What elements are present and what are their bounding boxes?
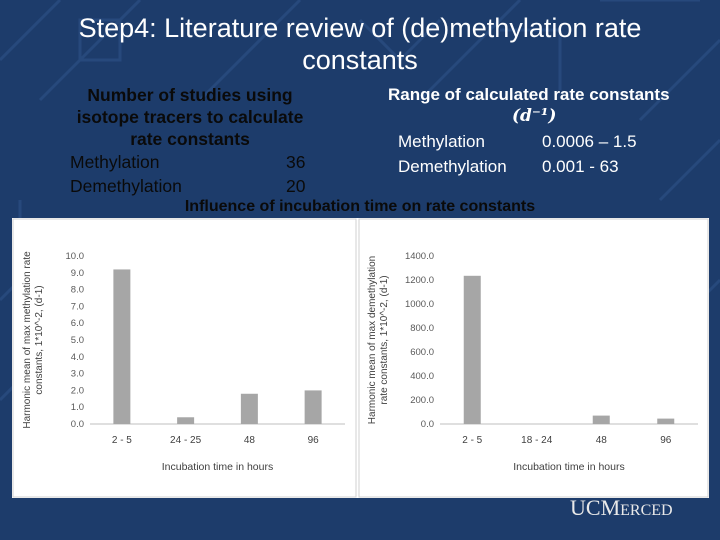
x-tick-label: 48: [244, 435, 256, 446]
x-axis-label: Incubation time in hours: [513, 461, 624, 473]
y-axis-label-line1: Harmonic mean of max demethylation: [367, 256, 378, 424]
y-tick-label: 400.0: [410, 371, 434, 382]
studies-heading: Number of studies using isotope tracers …: [40, 84, 340, 150]
slide-title-line1: Step4: Literature review of (de)methylat…: [78, 13, 642, 43]
y-tick-label: 10.0: [66, 251, 85, 262]
y-tick-label: 3.0: [71, 369, 84, 380]
bar: [657, 418, 675, 424]
y-axis-label-line2: constants, 1*10^-2, (d-1): [34, 285, 45, 394]
x-tick-label: 2 - 5: [462, 435, 482, 446]
y-tick-label: 6.0: [71, 318, 84, 329]
y-tick-label: 200.0: [410, 395, 434, 406]
range-row-label: Demethylation: [398, 157, 507, 176]
demethylation-bar-chart: 0.0 200.0 400.0 600.0 800.0 1000.0 1200.0 1400.…: [358, 218, 709, 498]
ranges-unit: (d⁻¹): [512, 106, 557, 126]
studies-row-count: 36: [286, 152, 306, 172]
bar: [592, 415, 610, 424]
y-tick-label: 0.0: [421, 419, 434, 430]
range-row-value: 0.0006 – 1.5: [542, 132, 637, 151]
y-axis-label-line2: rate constants, 1*10^-2, (d-1): [379, 275, 390, 404]
y-tick-label: 600.0: [410, 347, 434, 358]
y-tick-label: 9.0: [71, 268, 84, 279]
methylation-bar-chart: 0.0 1.0 2.0 3.0 4.0 5.0 6.0 7.0 8.0 9.0 10.0 2 - 5 2…: [12, 218, 357, 498]
y-tick-label: 4.0: [71, 352, 84, 363]
slide-title: Step4: Literature review of (de)methylat…: [0, 12, 720, 76]
y-tick-label: 0.0: [71, 419, 84, 430]
slide-title-line2: constants: [302, 45, 418, 75]
bar: [240, 393, 258, 424]
charts-panel: 0.0 1.0 2.0 3.0 4.0 5.0 6.0 7.0 8.0 9.0 10.0 2 - 5 2…: [12, 218, 709, 498]
x-tick-label: 96: [660, 435, 672, 446]
bar: [463, 275, 481, 424]
x-tick-label: 2 - 5: [112, 435, 132, 446]
studies-row-label: Methylation: [70, 152, 160, 172]
ucmerced-logo: UCMERCED: [570, 496, 673, 520]
logo-text-c: ERCED: [620, 502, 673, 519]
x-axis-label: Incubation time in hours: [162, 461, 273, 473]
y-tick-label: 1000.0: [405, 299, 434, 310]
y-tick-label: 1.0: [71, 402, 84, 413]
range-row-methylation: Methylation 0.0006 – 1.5: [398, 130, 708, 154]
logo-text-b: M: [600, 495, 621, 520]
y-axis-label-line1: Harmonic mean of max methylation rate: [22, 251, 33, 429]
chart-section-title: Influence of incubation time on rate con…: [184, 198, 536, 215]
y-tick-label: 7.0: [71, 301, 84, 312]
x-tick-label: 48: [596, 435, 608, 446]
y-tick-label: 8.0: [71, 285, 84, 296]
chart-border: [12, 218, 357, 498]
range-row-demethylation: Demethylation 0.001 - 63: [398, 155, 708, 179]
y-tick-label: 5.0: [71, 335, 84, 346]
y-tick-label: 800.0: [410, 323, 434, 334]
chart-border: [358, 218, 709, 498]
y-tick-label: 2.0: [71, 385, 84, 396]
studies-row-count: 20: [286, 176, 306, 196]
x-tick-label: 24 - 25: [170, 435, 202, 446]
y-tick-label: 1400.0: [405, 251, 434, 262]
ranges-block: Range of calculated rate constants (d⁻¹)…: [388, 84, 708, 176]
studies-row-demethylation: Demethylation 20: [40, 174, 340, 198]
range-row-label: Methylation: [398, 132, 485, 151]
studies-heading-line3: rate constants: [130, 129, 250, 149]
bar: [304, 390, 322, 424]
x-tick-label: 96: [308, 435, 320, 446]
studies-row-methylation: Methylation 36: [40, 150, 340, 174]
studies-heading-line2: isotope tracers to calculate: [76, 107, 304, 127]
x-tick-label: 18 - 24: [521, 435, 553, 446]
ranges-heading: Range of calculated rate constants: [388, 85, 670, 104]
studies-heading-line1: Number of studies using: [87, 85, 293, 105]
logo-text-a: UC: [570, 495, 601, 520]
range-row-value: 0.001 - 63: [542, 157, 619, 176]
bar: [177, 417, 195, 424]
studies-row-label: Demethylation: [70, 176, 182, 196]
bar: [113, 269, 131, 424]
studies-block: Number of studies using isotope tracers …: [40, 84, 340, 198]
y-tick-label: 1200.0: [405, 275, 434, 286]
